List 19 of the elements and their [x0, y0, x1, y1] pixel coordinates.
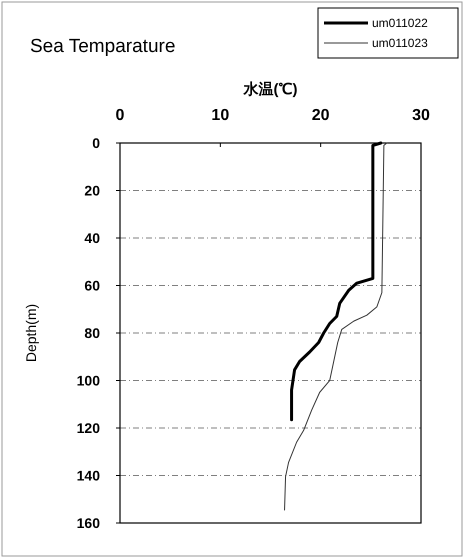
y-tick-label: 100: [76, 372, 100, 388]
y-tick-label: 80: [84, 325, 100, 341]
y-tick-label: 60: [84, 278, 100, 294]
x-tick-label: 20: [312, 107, 330, 124]
x-axis-title: 水温(℃): [242, 81, 298, 98]
y-tick-label: 0: [92, 135, 100, 151]
y-tick-label: 120: [76, 420, 100, 436]
y-tick-label: 140: [76, 468, 100, 484]
y-axis-title: Depth(m): [23, 304, 39, 362]
y-tick-label: 20: [84, 182, 100, 198]
chart-title: Sea Temparature: [30, 36, 176, 57]
legend-label: um011022: [372, 16, 428, 30]
legend-label: um011023: [372, 36, 428, 50]
x-tick-label: 30: [412, 107, 430, 124]
line-series: [284, 142, 388, 510]
y-tick-label: 160: [76, 515, 100, 531]
x-tick-label: 10: [211, 107, 230, 124]
x-tick-label: 0: [116, 107, 125, 124]
y-tick-label: 40: [84, 230, 100, 246]
